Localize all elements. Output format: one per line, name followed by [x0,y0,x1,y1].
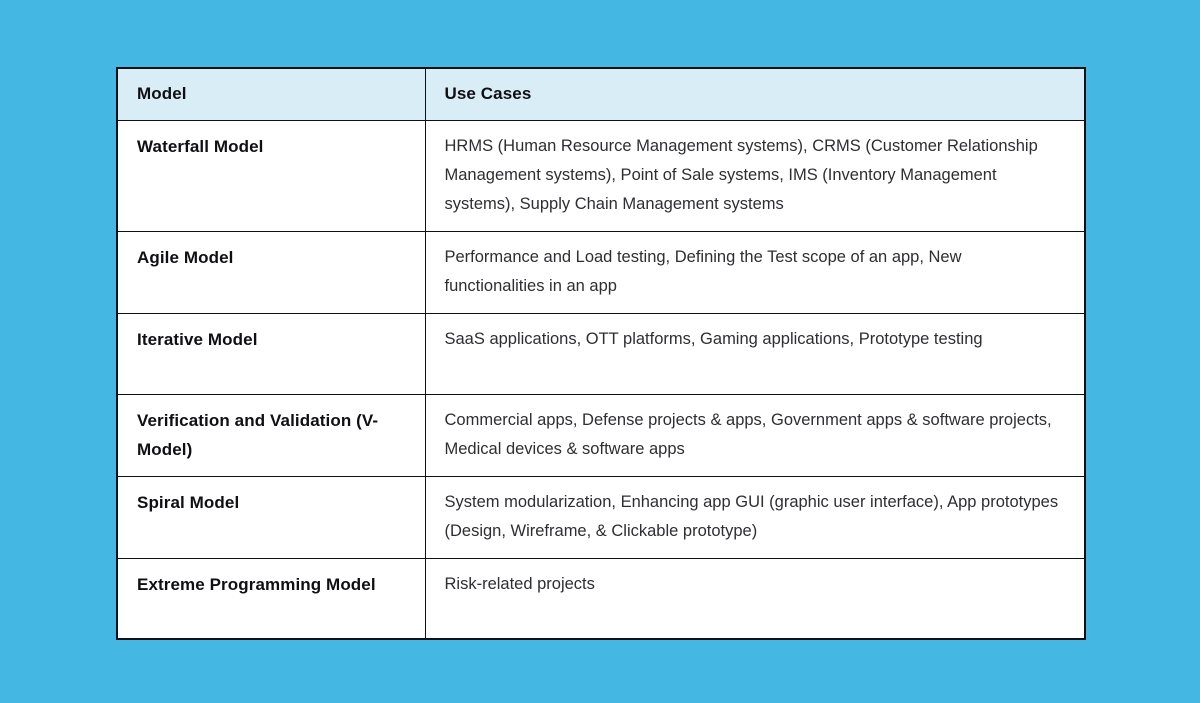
model-name-cell: Verification and Validation (V-Model) [116,393,426,477]
column-header-use-cases: Use Cases [424,67,1086,121]
models-use-cases-table: Model Use Cases Waterfall Model HRMS (Hu… [116,67,1086,640]
table-body: Waterfall Model HRMS (Human Resource Man… [116,119,1086,640]
table-row: Extreme Programming Model Risk-related p… [116,557,1086,640]
model-name-cell: Iterative Model [116,312,426,395]
model-name-cell: Waterfall Model [116,119,426,232]
use-cases-cell: System modularization, Enhancing app GUI… [424,475,1086,559]
table-row: Iterative Model SaaS applications, OTT p… [116,312,1086,395]
table-head: Model Use Cases [116,67,1086,121]
use-cases-cell: Commercial apps, Defense projects & apps… [424,393,1086,477]
use-cases-cell: Risk-related projects [424,557,1086,640]
table-header-row: Model Use Cases [116,67,1086,121]
table-row: Waterfall Model HRMS (Human Resource Man… [116,119,1086,232]
table-row: Spiral Model System modularization, Enha… [116,475,1086,559]
use-cases-cell: SaaS applications, OTT platforms, Gaming… [424,312,1086,395]
model-name-cell: Extreme Programming Model [116,557,426,640]
table-row: Verification and Validation (V-Model) Co… [116,393,1086,477]
table-row: Agile Model Performance and Load testing… [116,230,1086,314]
model-name-cell: Agile Model [116,230,426,314]
use-cases-cell: HRMS (Human Resource Management systems)… [424,119,1086,232]
use-cases-cell: Performance and Load testing, Defining t… [424,230,1086,314]
models-table-container: Model Use Cases Waterfall Model HRMS (Hu… [116,67,1086,640]
column-header-model: Model [116,67,426,121]
model-name-cell: Spiral Model [116,475,426,559]
